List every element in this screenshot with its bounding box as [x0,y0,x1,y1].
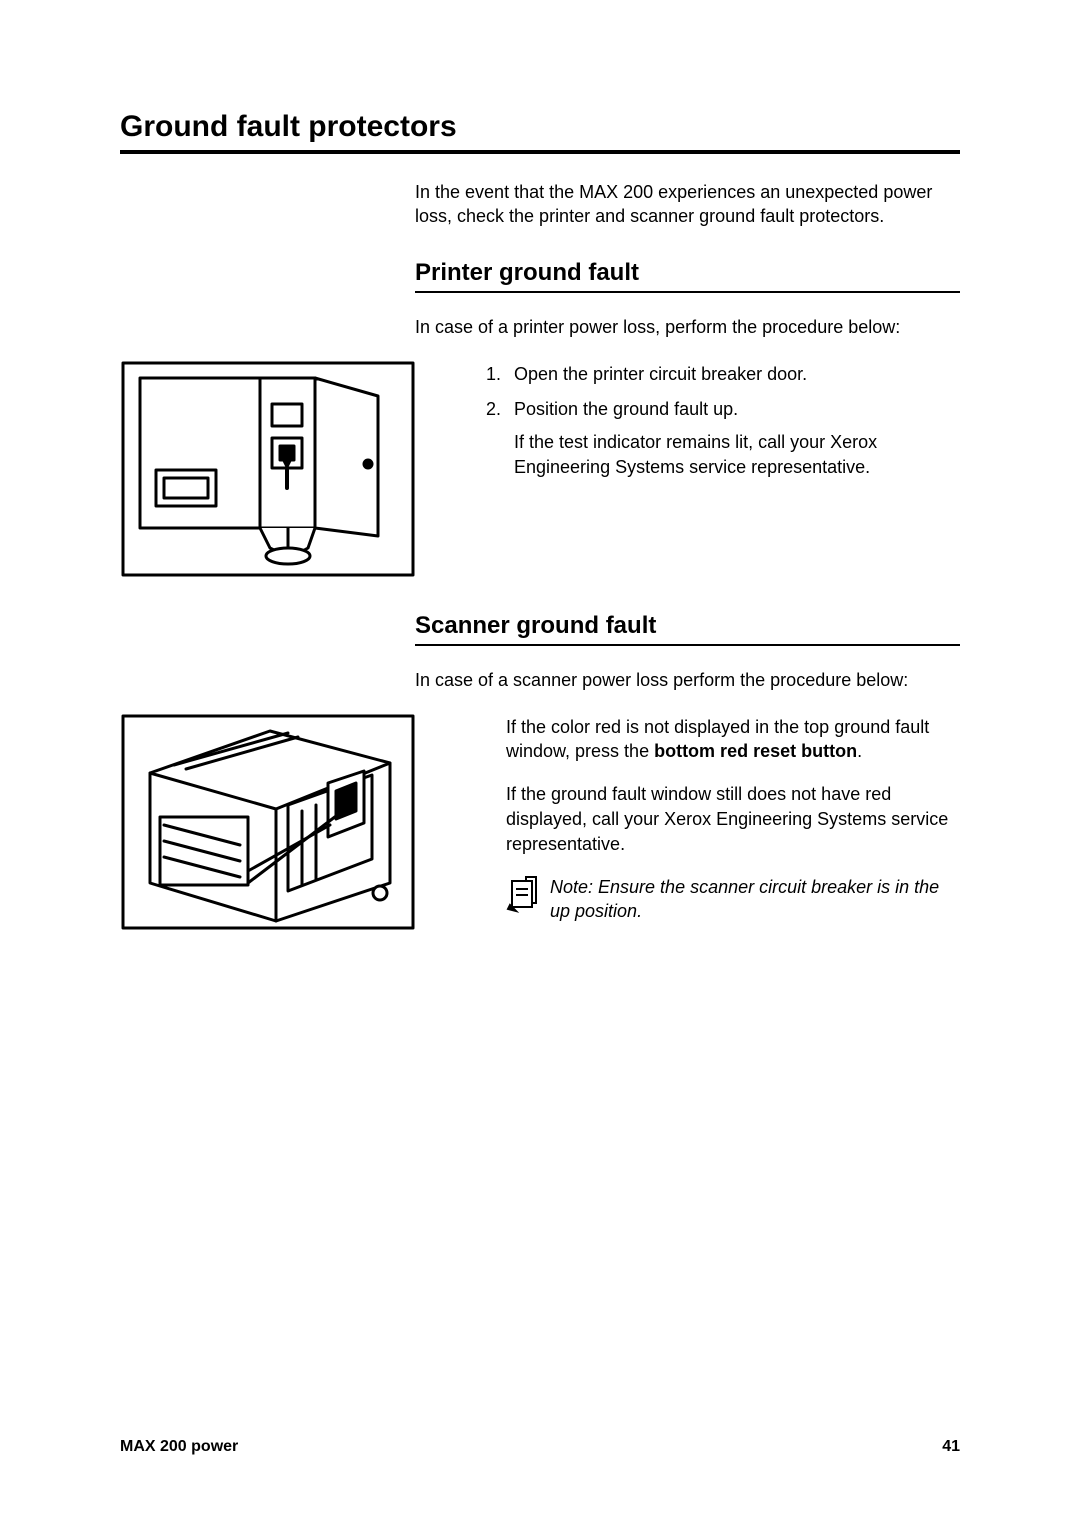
section-printer: Printer ground fault In case of a printe… [415,259,960,338]
page-footer: MAX 200 power 41 [120,1438,960,1456]
scanner-text-col: If the color red is not displayed in the… [448,713,960,924]
printer-row: Open the printer circuit breaker door. P… [120,360,960,578]
note-text: Note: Ensure the scanner circuit breaker… [550,875,960,924]
bold-text: bottom red reset button [654,741,857,761]
printer-steps-col: Open the printer circuit breaker door. P… [448,360,960,491]
scanner-figure [120,713,416,931]
step-subtext: If the test indicator remains lit, call … [514,430,960,480]
printer-lead: In case of a printer power loss, perform… [415,317,960,338]
section-scanner: Scanner ground fault In case of a scanne… [415,612,960,691]
printer-heading: Printer ground fault [415,259,960,293]
note-icon [506,875,540,918]
scanner-heading: Scanner ground fault [415,612,960,646]
step-text: Open the printer circuit breaker door. [514,364,807,384]
printer-diagram-icon [120,360,416,578]
printer-steps: Open the printer circuit breaker door. P… [448,362,960,481]
footer-page-number: 41 [942,1438,960,1456]
scanner-p2: If the ground fault window still does no… [506,782,960,856]
footer-left: MAX 200 power [120,1438,238,1456]
document-page: Ground fault protectors In the event tha… [0,0,1080,1528]
intro-text: In the event that the MAX 200 experience… [415,180,960,229]
text-run: . [857,741,862,761]
list-item: Position the ground fault up. If the tes… [506,397,960,481]
scanner-p1: If the color red is not displayed in the… [506,715,960,765]
scanner-row: If the color red is not displayed in the… [120,713,960,931]
note-block: Note: Ensure the scanner circuit breaker… [506,875,960,924]
printer-figure [120,360,416,578]
scanner-lead: In case of a scanner power loss perform … [415,670,960,691]
scanner-diagram-icon [120,713,416,931]
step-text: Position the ground fault up. [514,399,738,419]
page-title: Ground fault protectors [120,110,960,154]
list-item: Open the printer circuit breaker door. [506,362,960,387]
